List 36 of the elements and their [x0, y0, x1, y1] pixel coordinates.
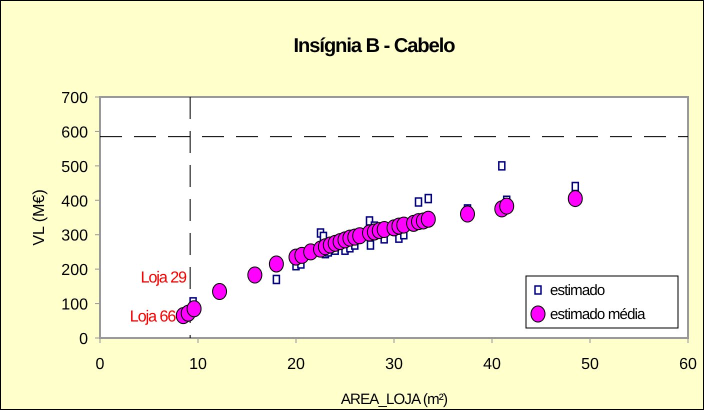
x-tick-label: 30 — [385, 356, 403, 373]
y-tick-label: 500 — [61, 158, 88, 176]
point — [460, 206, 475, 223]
y-tick-label: 100 — [61, 296, 88, 314]
point — [414, 197, 422, 207]
x-tick-label: 60 — [679, 356, 697, 373]
legend-label: estimado — [550, 282, 605, 299]
x-tick-label: 0 — [96, 356, 105, 373]
y-tick-label: 400 — [61, 193, 88, 210]
point — [572, 182, 580, 192]
y-tick-label: 700 — [61, 90, 88, 107]
legend-label: estimado média — [550, 306, 646, 323]
point — [424, 194, 432, 204]
x-axis-title: AREA_LOJA (m²) — [340, 391, 448, 408]
point — [186, 300, 202, 318]
y-tick-label: 200 — [61, 262, 88, 280]
y-tick-label: 300 — [61, 228, 88, 245]
annotation: Loja 66 — [130, 308, 176, 326]
point — [568, 190, 583, 208]
point — [499, 198, 514, 215]
point — [420, 210, 436, 228]
x-tick-label: 40 — [483, 356, 501, 373]
x-tick-label: 10 — [189, 356, 207, 373]
x-tick-label: 20 — [287, 356, 305, 373]
point — [498, 161, 506, 171]
point — [212, 283, 228, 300]
point — [247, 266, 262, 284]
y-tick-label: 600 — [61, 124, 88, 142]
y-axis-title: VL (M€) — [31, 189, 48, 246]
point — [268, 255, 284, 272]
y-tick-label: 0 — [79, 331, 88, 348]
point — [272, 274, 280, 284]
annotation: Loja 29 — [140, 270, 188, 287]
x-tick-label: 50 — [581, 356, 599, 373]
chart-title: Insígnia B - Cabelo — [293, 35, 456, 57]
point — [366, 240, 374, 250]
